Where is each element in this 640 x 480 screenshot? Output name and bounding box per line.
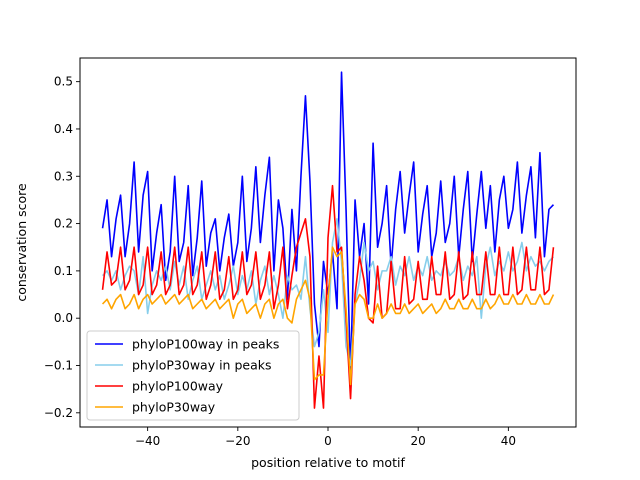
- series-layer: [101, 71, 555, 409]
- legend-label-2: phyloP100way: [132, 379, 224, 394]
- x-axis-label: position relative to motif: [251, 455, 405, 470]
- x-tick-label: 40: [501, 434, 516, 448]
- y-axis: −0.2 −0.1 0.0 0.1 0.2 0.3 0.4 0.5: [44, 75, 80, 420]
- y-tick-label: 0.1: [54, 264, 73, 278]
- x-tick-label: 20: [411, 434, 426, 448]
- x-tick-label: −20: [225, 434, 250, 448]
- legend: phyloP100way in peaks phyloP30way in peak…: [86, 330, 300, 421]
- y-tick-label: 0.5: [54, 75, 73, 89]
- y-tick-label: 0.0: [54, 311, 73, 325]
- legend-label-0: phyloP100way in peaks: [132, 337, 279, 352]
- y-tick-label: 0.4: [54, 122, 73, 136]
- series-line-3: [101, 246, 555, 386]
- y-axis-label: conservation score: [14, 183, 29, 302]
- y-tick-label: 0.2: [54, 217, 73, 231]
- x-tick-label: 0: [324, 434, 332, 448]
- x-tick-label: −40: [135, 434, 160, 448]
- y-tick-label: −0.1: [44, 359, 73, 373]
- y-tick-label: 0.3: [54, 169, 73, 183]
- series-line-2: [101, 184, 555, 409]
- legend-box: [86, 330, 300, 421]
- legend-label-3: phyloP30way: [132, 400, 216, 415]
- legend-label-1: phyloP30way in peaks: [132, 358, 271, 373]
- x-axis: −40 −20 0 20 40: [135, 427, 516, 448]
- y-tick-label: −0.2: [44, 406, 73, 420]
